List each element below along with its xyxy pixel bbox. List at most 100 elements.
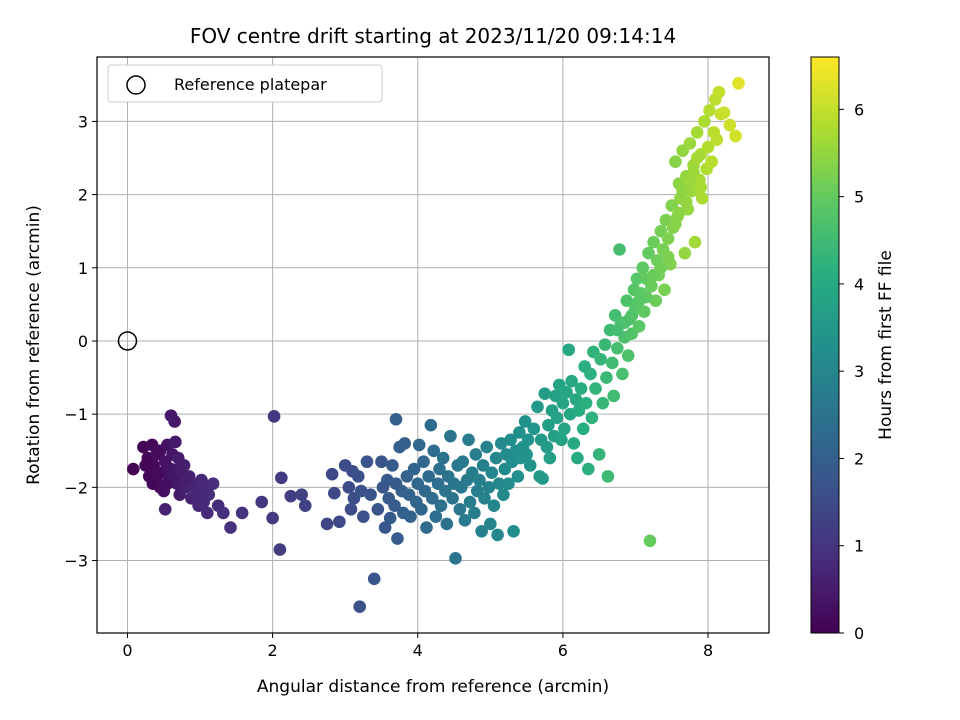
data-point [678, 246, 692, 260]
x-axis-ticks: 0 2 4 6 8 [122, 633, 713, 660]
data-point [197, 481, 210, 494]
data-point [425, 492, 439, 505]
data-point [158, 503, 172, 516]
data-point [427, 444, 441, 458]
data-point [616, 367, 629, 381]
data-point [420, 521, 433, 534]
data-point [645, 279, 658, 293]
data-point [462, 433, 475, 447]
data-point [391, 532, 404, 545]
data-point [560, 385, 573, 399]
data-point [504, 433, 517, 447]
colorbar-tick-label: 0 [854, 624, 864, 643]
data-point [273, 543, 287, 556]
colorbar-label: Hours from first FF file [876, 250, 896, 440]
data-point [320, 517, 334, 531]
x-tick-label: 2 [268, 641, 278, 660]
data-point [683, 177, 697, 190]
data-point [637, 305, 651, 318]
data-point [695, 191, 709, 205]
data-point [698, 115, 711, 128]
y-tick-label: 3 [78, 112, 88, 131]
data-point [661, 250, 675, 264]
data-point [333, 515, 346, 529]
data-point [690, 126, 704, 139]
data-point [484, 517, 497, 531]
data-point [690, 151, 704, 165]
data-point [415, 503, 428, 516]
y-tick-label: −1 [64, 405, 88, 424]
data-point [295, 488, 308, 501]
x-tick-label: 8 [703, 641, 713, 660]
data-point [429, 510, 443, 523]
legend-marker [126, 75, 146, 95]
data-point [579, 396, 593, 410]
data-point [632, 320, 646, 333]
data-point [723, 118, 737, 132]
data-point [636, 261, 650, 275]
data-point [389, 412, 403, 426]
data-point [732, 77, 745, 90]
data-point [589, 382, 602, 395]
data-point [266, 511, 279, 525]
data-point [669, 155, 682, 168]
data-point [647, 268, 660, 282]
data-point [520, 448, 533, 461]
data-point [275, 471, 288, 485]
data-point [404, 510, 417, 523]
data-point [694, 180, 708, 194]
data-point [594, 352, 607, 366]
data-point [468, 506, 481, 520]
data-point [518, 415, 532, 428]
data-point [482, 481, 496, 494]
data-point [224, 521, 237, 534]
data-point [284, 489, 298, 503]
data-point [585, 411, 599, 425]
data-point [458, 513, 472, 527]
data-point [375, 455, 388, 469]
data-point [434, 499, 448, 512]
data-point [378, 521, 392, 534]
plot-frame [96, 56, 770, 634]
data-point [342, 481, 356, 494]
data-point [687, 166, 700, 179]
data-point [643, 534, 657, 548]
colorbar-tick-label: 2 [854, 449, 864, 468]
data-point [630, 272, 644, 286]
data-point [540, 440, 554, 454]
data-point [574, 382, 588, 395]
y-axis-title: Rotation from reference (arcmin) [24, 205, 44, 485]
data-point [683, 137, 697, 150]
data-point [562, 343, 576, 357]
data-point [611, 341, 624, 355]
data-point [424, 418, 438, 432]
data-point [354, 484, 368, 498]
data-point [513, 426, 526, 439]
data-point [383, 511, 397, 525]
data-point [139, 459, 152, 472]
data-point [478, 492, 491, 505]
data-point [567, 437, 581, 450]
data-point [353, 600, 367, 613]
data-point [469, 448, 483, 461]
data-point [669, 217, 682, 231]
colorbar-tick-label: 6 [854, 100, 864, 119]
data-point [536, 472, 549, 485]
data-point [658, 283, 671, 297]
data-point [584, 367, 597, 381]
data-point [255, 495, 269, 509]
data-point [386, 459, 399, 472]
data-point [216, 506, 230, 520]
data-point [417, 455, 430, 469]
data-point [489, 451, 503, 465]
data-point [351, 470, 365, 483]
x-tick-label: 6 [558, 641, 568, 660]
data-point [344, 503, 358, 516]
grid-lines [97, 57, 769, 633]
data-point [476, 459, 490, 472]
y-axis-ticks: −3 −2 −1 0 1 2 3 [64, 112, 97, 571]
x-tick-label: 0 [122, 641, 132, 660]
data-point [607, 389, 620, 403]
data-point [473, 473, 486, 487]
x-tick-label: 4 [413, 641, 423, 660]
